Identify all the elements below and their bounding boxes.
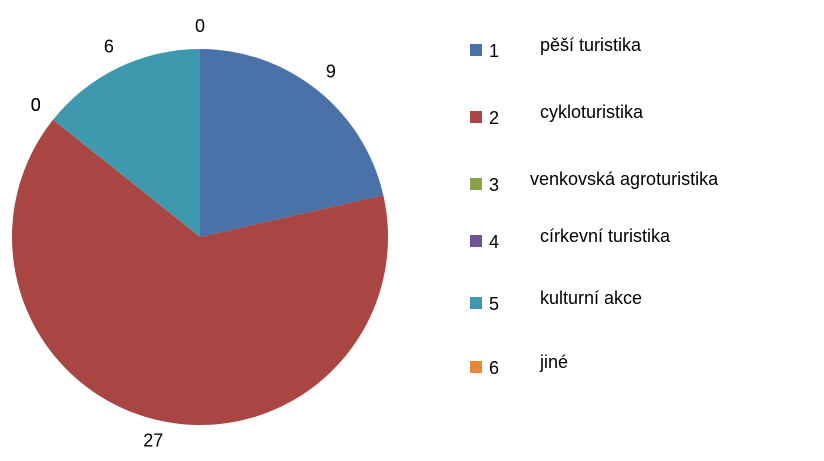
pie-slice	[53, 49, 200, 237]
legend-label: cykloturistika	[540, 102, 644, 122]
legend-number: 6	[489, 358, 499, 378]
legend-label: kulturní akce	[540, 288, 642, 308]
legend-label: venkovská agroturistika	[530, 169, 719, 189]
legend-number: 3	[489, 175, 499, 195]
legend-label: pěší turistika	[540, 35, 642, 55]
data-label: 0	[195, 16, 205, 36]
data-label: 9	[326, 62, 336, 82]
legend-swatch	[470, 111, 482, 123]
legend-number: 5	[489, 294, 499, 314]
data-label: 6	[104, 37, 114, 57]
legend-swatch	[470, 178, 482, 190]
legend-label: církevní turistika	[540, 226, 671, 246]
legend-number: 1	[489, 41, 499, 61]
pie-slice	[11, 119, 388, 426]
legend-number: 4	[489, 232, 499, 252]
data-label: 27	[143, 430, 163, 450]
data-label: 0	[31, 95, 41, 115]
data-label: 0	[31, 95, 41, 115]
legend-swatch	[470, 297, 482, 309]
legend-swatch	[470, 44, 482, 56]
legend-number: 2	[489, 108, 499, 128]
legend-swatch	[470, 235, 482, 247]
pie-slice	[200, 49, 384, 237]
legend-swatch	[470, 361, 482, 373]
legend-label: jiné	[539, 352, 568, 372]
